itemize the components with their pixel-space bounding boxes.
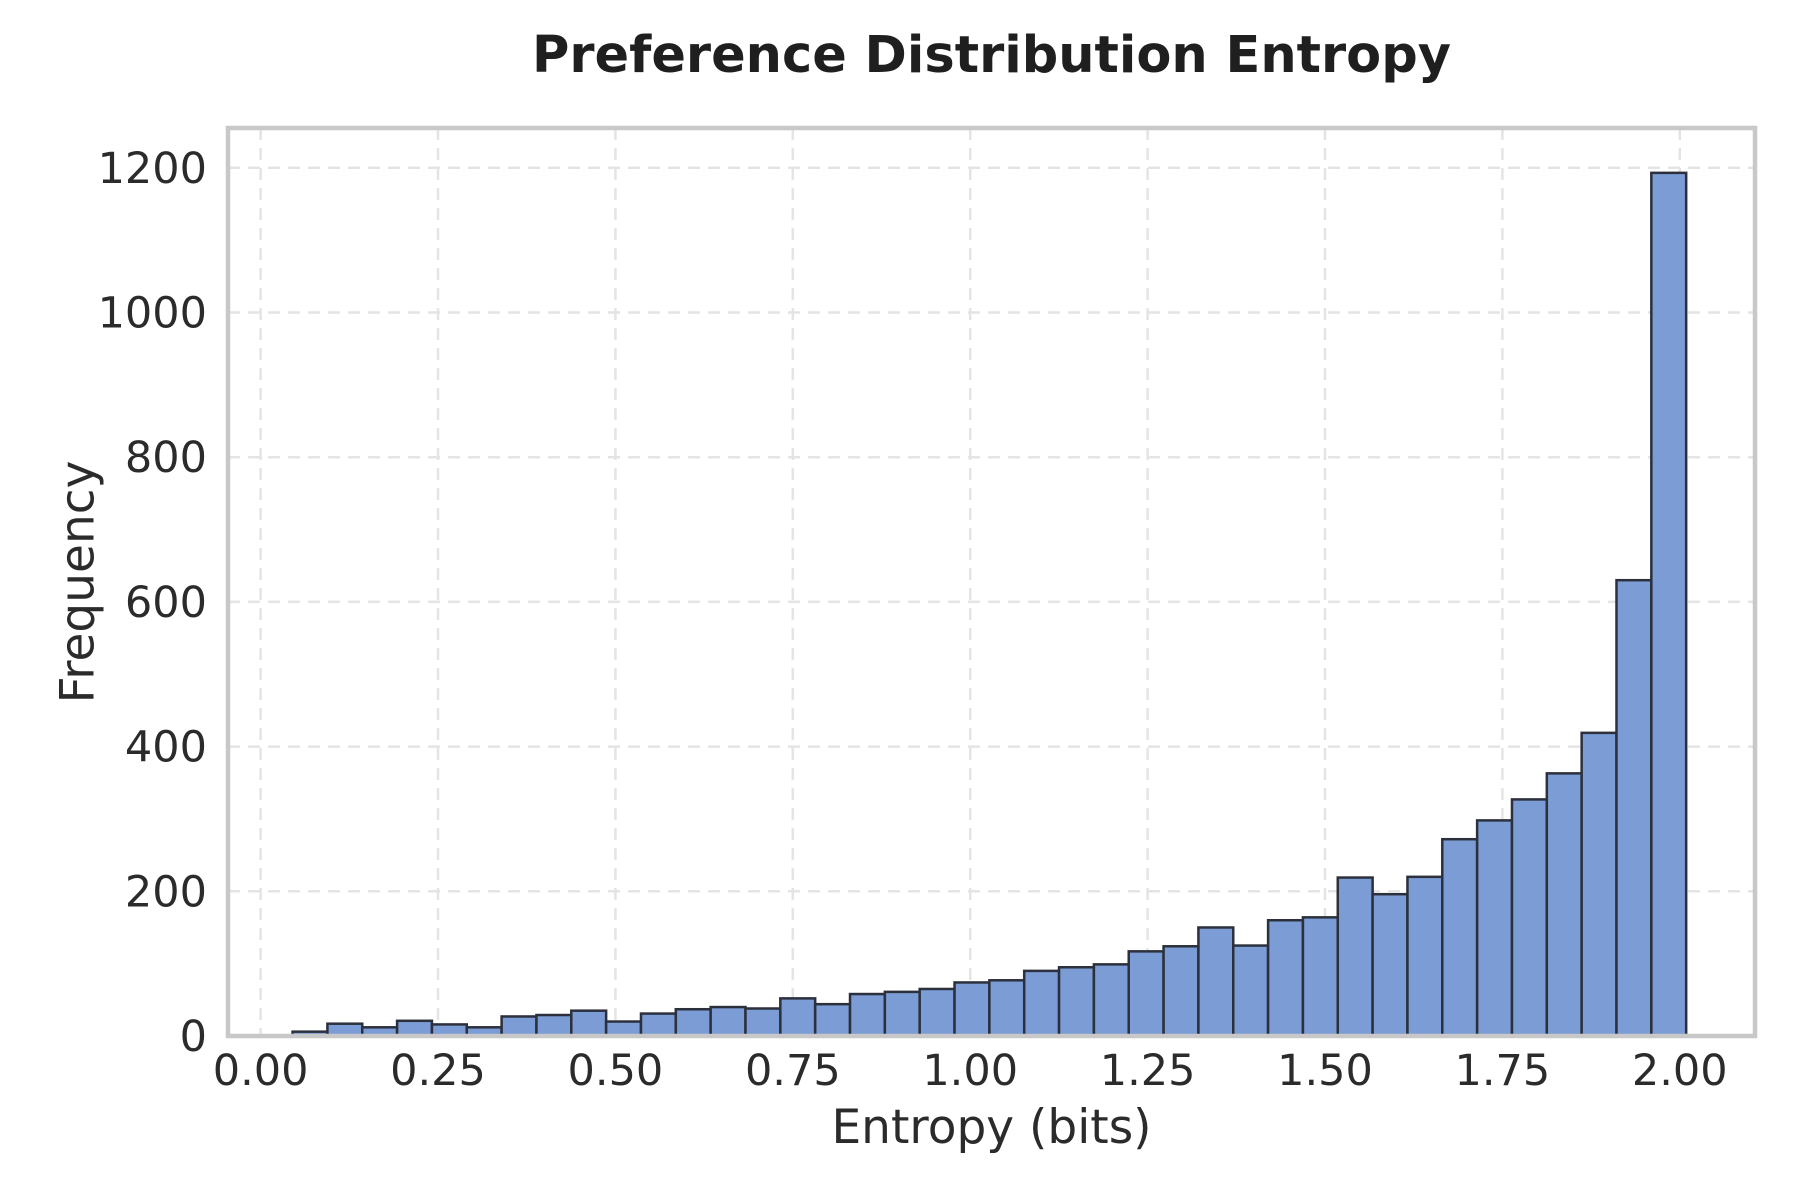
x-tick-label: 0.00 xyxy=(213,1046,309,1096)
x-tick-label: 1.75 xyxy=(1455,1046,1551,1096)
histogram-bar xyxy=(1441,837,1479,1038)
histogram-bar xyxy=(1406,875,1444,1038)
x-tick-label: 0.50 xyxy=(568,1046,664,1096)
y-tick-label: 600 xyxy=(125,578,207,628)
histogram-bar xyxy=(1266,918,1305,1038)
y-tick-label: 800 xyxy=(125,433,207,483)
histogram-bar xyxy=(779,997,817,1038)
histogram-bar xyxy=(570,1009,608,1038)
x-tick-label: 1.25 xyxy=(1100,1046,1196,1096)
histogram-bar xyxy=(1162,945,1200,1038)
x-tick-label: 1.00 xyxy=(922,1046,1018,1096)
y-tick-label: 1000 xyxy=(98,288,207,338)
histogram-bar xyxy=(813,1002,852,1038)
histogram-bar xyxy=(1092,963,1130,1038)
y-tick-label: 1200 xyxy=(98,144,207,194)
histogram-bar xyxy=(1336,876,1374,1038)
x-tick-label: 1.50 xyxy=(1277,1046,1373,1096)
histogram-bar xyxy=(1371,892,1409,1038)
histogram-bar xyxy=(1057,966,1096,1038)
histogram-bar xyxy=(1510,798,1549,1038)
histogram-bar xyxy=(1232,944,1270,1038)
histogram-bar xyxy=(500,1015,538,1038)
y-tick-label: 200 xyxy=(125,867,207,917)
histogram-bar xyxy=(1475,819,1514,1038)
histogram-bar xyxy=(1022,969,1061,1038)
y-axis-label: Frequency xyxy=(50,460,106,704)
histogram-bar xyxy=(1615,578,1653,1038)
histogram-bar xyxy=(988,979,1026,1038)
histogram-bar xyxy=(918,987,956,1038)
plot-border xyxy=(225,125,1758,1039)
x-tick-label: 0.25 xyxy=(390,1046,486,1096)
histogram-bar xyxy=(848,992,887,1038)
x-tick-label: 2.00 xyxy=(1632,1046,1728,1096)
histogram-bar xyxy=(639,1012,678,1038)
histogram-bar xyxy=(1301,916,1340,1038)
histogram-bar xyxy=(744,1007,782,1038)
histogram-bar xyxy=(709,1005,747,1038)
x-tick-label: 0.75 xyxy=(745,1046,841,1096)
histogram-bar xyxy=(535,1013,573,1038)
histogram-bar xyxy=(1545,772,1583,1038)
histogram-bar xyxy=(395,1019,434,1038)
histogram-bar xyxy=(953,981,991,1038)
x-axis-label: Entropy (bits) xyxy=(831,1100,1152,1155)
histogram-bar xyxy=(1650,171,1688,1038)
histogram-bar xyxy=(1127,950,1165,1038)
chart-title: Preference Distribution Entropy xyxy=(532,26,1451,85)
histogram-bar xyxy=(674,1007,712,1038)
histogram-bar xyxy=(1580,731,1618,1038)
histogram-bar xyxy=(883,990,921,1038)
y-tick-label: 400 xyxy=(125,723,207,773)
y-tick-label: 0 xyxy=(180,1012,207,1062)
histogram-bar xyxy=(1197,926,1235,1038)
